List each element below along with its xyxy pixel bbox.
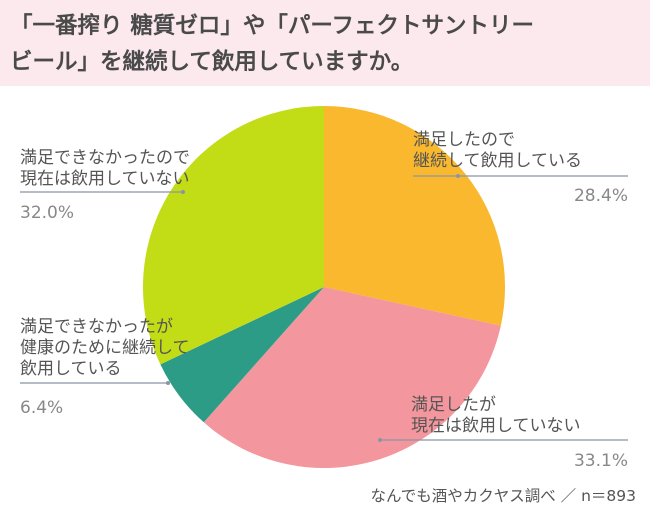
category-label-satisfied-continuing-line-1: 満足したので <box>413 130 515 150</box>
category-label-satisfied-stopped-line-1: 満足したが <box>411 395 496 415</box>
percent-label-unsatisfied-stopped: 32.0% <box>20 203 74 223</box>
leader-dot-satisfied-continuing <box>456 174 460 178</box>
slice-unsatisfied-continuing <box>160 287 324 423</box>
slice-satisfied-stopped <box>203 287 501 469</box>
leader-dot-unsatisfied-continuing <box>166 381 170 385</box>
category-label-satisfied-continuing-line-2: 継続して飲用している <box>413 151 582 171</box>
title-banner <box>0 0 650 86</box>
category-label-unsatisfied-stopped-line-2: 現在は飲用していない <box>20 169 190 189</box>
percent-label-satisfied-continuing: 28.4% <box>574 186 628 206</box>
category-label-unsatisfied-continuing-line-2: 健康のために継続して <box>20 338 190 358</box>
category-label-unsatisfied-continuing-line-1: 満足できなかったが <box>20 317 173 337</box>
category-label-satisfied-stopped-line-2: 現在は飲用していない <box>411 416 581 436</box>
percent-label-unsatisfied-continuing: 6.4% <box>20 398 63 418</box>
leader-dot-satisfied-stopped <box>378 438 382 442</box>
percent-label-satisfied-stopped: 33.1% <box>574 451 628 471</box>
category-label-unsatisfied-stopped-line-1: 満足できなかったので <box>20 148 190 168</box>
slice-unsatisfied-stopped <box>142 106 324 365</box>
slice-satisfied-continuing <box>324 106 506 326</box>
leader-dot-unsatisfied-stopped <box>181 190 185 194</box>
chart-title-line-2: ビール」を継続して飲用していますか。 <box>10 49 414 75</box>
chart-title-line-1: 「一番搾り 糖質ゼロ」や「パーフェクトサントリー <box>10 13 534 39</box>
source-note: なんでも酒やカクヤス調べ ／ n＝893 <box>370 487 637 505</box>
category-label-unsatisfied-continuing-line-3: 飲用している <box>20 359 122 379</box>
